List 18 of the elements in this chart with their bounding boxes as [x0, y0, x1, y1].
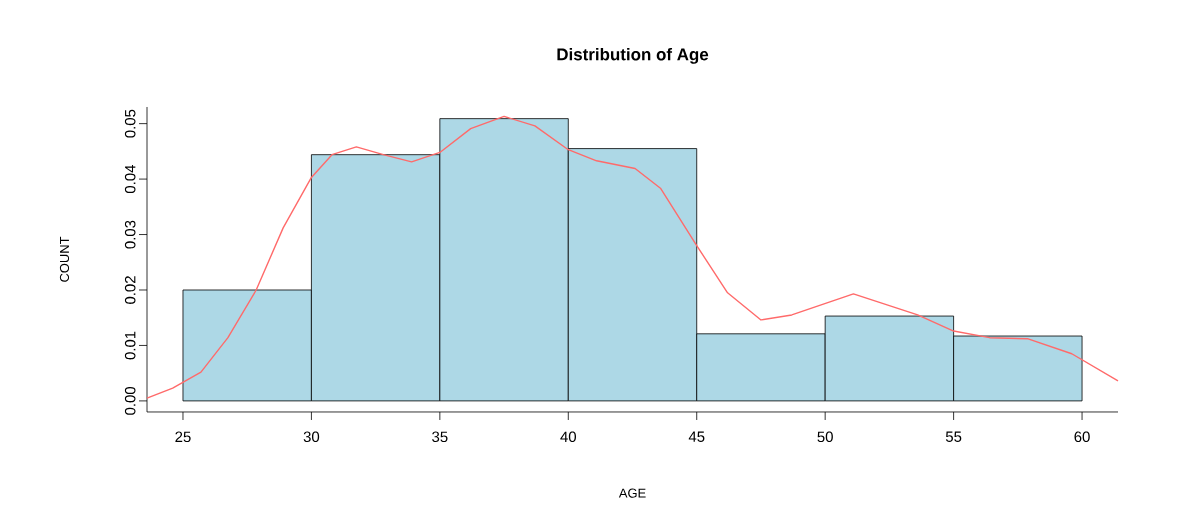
x-tick-label: 50 [817, 431, 833, 443]
y-tick-label: 0.03 [124, 220, 136, 249]
y-tick-label: 0.01 [124, 331, 136, 360]
x-tick-label: 40 [560, 431, 577, 443]
x-axis-title: AGE [618, 488, 646, 498]
y-tick-label: 0.00 [124, 386, 136, 415]
x-tick-label: 60 [1074, 431, 1090, 443]
y-tick-label: 0.02 [124, 276, 136, 304]
x-tick-label: 25 [175, 431, 191, 443]
x-tick-label: 55 [945, 431, 962, 442]
line-series [146, 115, 1119, 399]
chart-title: Distribution of Age [557, 47, 709, 64]
y-axis-title: COUNT [59, 236, 70, 282]
x-tick-label: 30 [303, 431, 320, 443]
y-tick-label: 0.05 [124, 109, 136, 138]
y-tick-label: 0.04 [124, 164, 136, 194]
x-tick-label: 35 [432, 431, 448, 443]
x-tick-label: 45 [688, 431, 705, 442]
